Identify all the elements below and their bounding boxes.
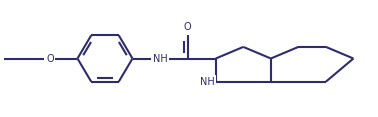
Text: NH: NH [153, 53, 167, 64]
Text: O: O [46, 53, 54, 64]
Text: O: O [184, 22, 191, 32]
Text: NH: NH [200, 77, 214, 87]
